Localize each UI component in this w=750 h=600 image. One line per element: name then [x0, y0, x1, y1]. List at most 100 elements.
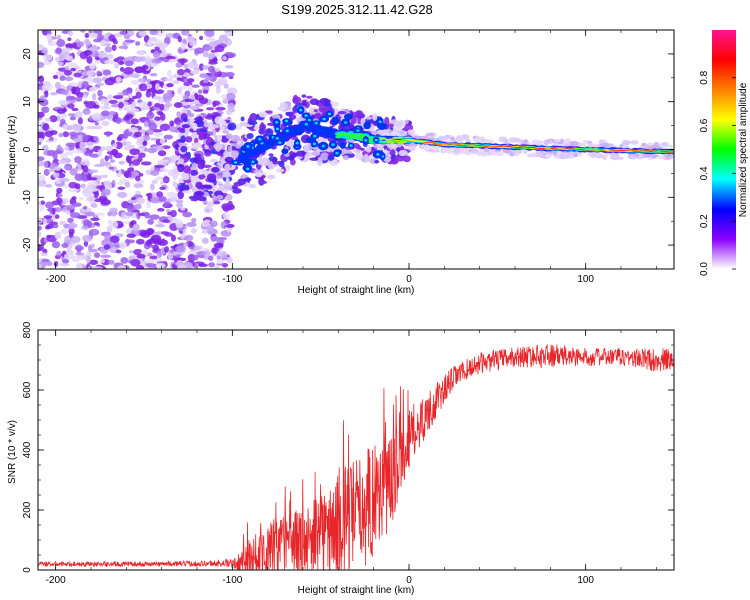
- heatmap-cell: [190, 227, 197, 234]
- heatmap-cell: [119, 178, 129, 183]
- heatmap-cell: [74, 156, 82, 164]
- heatmap-cell: [326, 147, 336, 153]
- heatmap-cell: [38, 180, 44, 187]
- heatmap-cell: [41, 106, 50, 114]
- heatmap-cell: [482, 145, 490, 147]
- heatmap-cell: [484, 145, 492, 146]
- heatmap-cell: [115, 141, 123, 150]
- heatmap-cell: [153, 131, 163, 137]
- heatmap-cell: [461, 144, 469, 146]
- heatmap-cell: [162, 168, 169, 173]
- heatmap-cell: [432, 144, 442, 145]
- heatmap-cell: [393, 140, 402, 142]
- heatmap-cell: [215, 86, 221, 94]
- heatmap-cell: [531, 139, 540, 146]
- heatmap-cell: [223, 150, 230, 158]
- heatmap-cell: [82, 205, 88, 210]
- heatmap-cell: [75, 252, 84, 256]
- heatmap-cell: [218, 103, 224, 108]
- heatmap-cell: [83, 240, 89, 247]
- heatmap-cell: [290, 155, 295, 160]
- heatmap-cell: [72, 149, 82, 154]
- heatmap-cell: [127, 93, 133, 99]
- heatmap-cell: [105, 182, 113, 190]
- heatmap-cell: [149, 214, 160, 220]
- heatmap-cell: [378, 120, 382, 124]
- heatmap-cell: [227, 145, 233, 152]
- heatmap-cell: [186, 222, 197, 228]
- heatmap-cell: [74, 245, 84, 252]
- heatmap-cell: [142, 64, 149, 70]
- heatmap-cell: [59, 220, 67, 225]
- heatmap-cell: [425, 132, 435, 137]
- heatmap-cell: [331, 143, 335, 146]
- heatmap-cell: [216, 194, 224, 200]
- heatmap-cell: [56, 250, 62, 257]
- heatmap-cell: [396, 156, 405, 162]
- snr-y-tick-label: 400: [22, 441, 33, 458]
- heatmap-cell: [285, 129, 289, 133]
- heatmap-cell: [308, 107, 318, 115]
- heatmap-cell: [495, 150, 505, 157]
- heatmap-cell: [124, 181, 131, 188]
- heatmap-cell: [203, 122, 211, 128]
- heatmap-cell: [69, 131, 78, 137]
- heatmap-cell: [72, 42, 77, 49]
- heatmap-cell: [42, 218, 48, 226]
- heatmap-cell: [44, 201, 55, 209]
- heatmap-cell: [150, 30, 156, 34]
- heatmap-cell: [216, 134, 223, 142]
- heatmap-cell: [38, 75, 45, 83]
- heatmap-cell: [111, 220, 119, 229]
- heatmap-cell: [54, 81, 61, 90]
- heatmap-cell: [84, 107, 89, 111]
- heatmap-cell: [389, 138, 398, 140]
- heatmap-cell: [167, 169, 175, 176]
- heatmap-cell: [65, 43, 75, 48]
- heatmap-cell: [667, 151, 674, 153]
- spectrogram-x-ticks: -200 -100 0 100: [46, 30, 657, 285]
- heatmap-cell: [595, 152, 602, 156]
- heatmap-cell: [143, 121, 149, 128]
- heatmap-cell: [621, 150, 631, 151]
- snr-x-tick-label: 0: [406, 575, 412, 586]
- heatmap-cell: [225, 64, 234, 69]
- heatmap-cell: [373, 144, 378, 149]
- heatmap-cell: [92, 125, 103, 130]
- heatmap-cell: [65, 151, 74, 156]
- heatmap-cell: [204, 30, 215, 36]
- heatmap-cell: [225, 92, 236, 101]
- heatmap-cell: [136, 253, 146, 259]
- heatmap-cell: [151, 179, 158, 185]
- heatmap-cell: [137, 50, 145, 56]
- heatmap-cell: [227, 124, 233, 131]
- heatmap-cell: [120, 256, 129, 264]
- heatmap-cell: [199, 128, 208, 133]
- heatmap-cell: [182, 211, 193, 218]
- heatmap-cell: [292, 96, 302, 104]
- heatmap-cell: [335, 151, 339, 155]
- heatmap-cell: [41, 47, 49, 55]
- heatmap-cell: [214, 116, 224, 125]
- heatmap-cell: [119, 66, 125, 72]
- heatmap-cell: [84, 32, 90, 39]
- heatmap-cell: [54, 214, 60, 219]
- heatmap-cell: [599, 149, 606, 151]
- heatmap-cell: [89, 62, 96, 70]
- heatmap-cell: [395, 142, 404, 147]
- heatmap-cell: [150, 137, 159, 141]
- heatmap-cell: [604, 153, 609, 158]
- heatmap-cell: [222, 182, 233, 191]
- heatmap-cell: [312, 142, 317, 146]
- heatmap-cell: [538, 154, 546, 158]
- heatmap-cell: [112, 95, 124, 100]
- heatmap-cell: [104, 102, 109, 107]
- heatmap-cell: [155, 262, 166, 269]
- heatmap-cell: [55, 47, 62, 54]
- heatmap-cell: [124, 216, 130, 220]
- heatmap-cell: [101, 110, 110, 117]
- heatmap-cell: [177, 163, 185, 173]
- heatmap-cell: [82, 93, 88, 99]
- heatmap-cell: [335, 135, 342, 139]
- heatmap-cell: [130, 196, 136, 201]
